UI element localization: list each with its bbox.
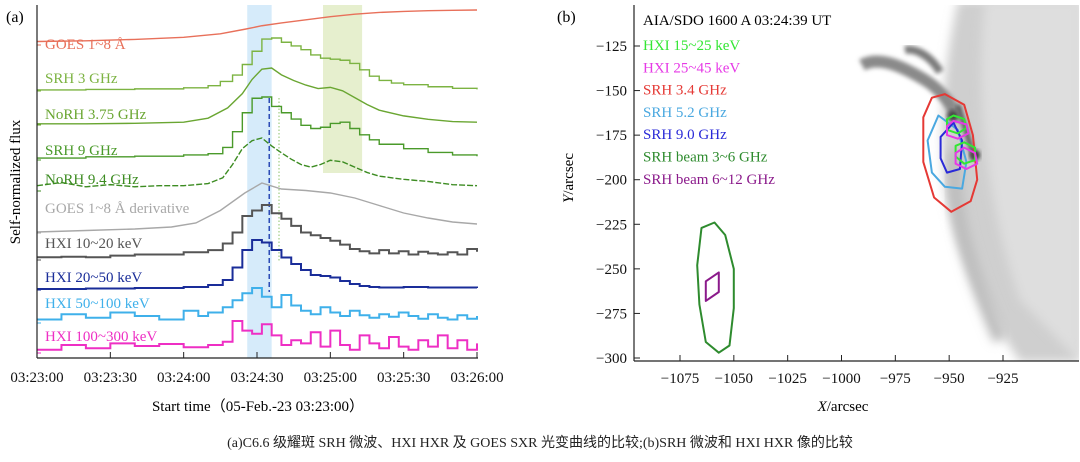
legend-entry-hxi-15-25-kev: HXI 15~25 keV [643, 38, 740, 54]
series-line-goes-1-8 [36, 9, 478, 43]
y-tick-label: −175 [596, 128, 627, 144]
y-tick-label: −250 [596, 262, 627, 278]
series-line-hxi-10-20-kev [37, 204, 478, 259]
x-tick-label: 03:24:30 [230, 370, 283, 386]
x-tick-label: −950 [934, 371, 965, 387]
series-label-norh-9-4-ghz: NoRH 9.4 GHz [45, 172, 139, 188]
x-tick-label: −1075 [661, 371, 699, 387]
series-label-srh-3-ghz: SRH 3 GHz [45, 71, 118, 87]
x-tick-label: 03:23:30 [84, 370, 137, 386]
legend-entry-srh-beam-3-6-ghz: SRH beam 3~6 GHz [643, 150, 768, 166]
shaded-interval-impulsive-phase [247, 5, 272, 358]
series-line-norh-3-75-ghz [37, 67, 478, 125]
y-tick-label: −125 [596, 39, 627, 55]
y-tick-label: −150 [596, 84, 627, 100]
series-label-hxi-20-50-kev: HXI 20~50 keV [45, 270, 142, 286]
series-label-hxi-100-300-kev: HXI 100~300 keV [45, 329, 157, 345]
panel-b-x-axis-label: X/arcsec [817, 399, 869, 415]
y-tick-label: −300 [596, 351, 627, 367]
series-label-goes-1-8-derivative: GOES 1~8 Å derivative [45, 201, 190, 217]
contour-hxi-15-25-kev-a [946, 114, 968, 135]
series-line-hxi-50-100-kev [37, 287, 478, 321]
aia-background-image [859, 5, 1079, 361]
panel-a-label: (a) [6, 9, 24, 26]
legend-entry-srh-5-2-ghz: SRH 5.2 GHz [643, 105, 727, 121]
x-tick-label: 03:25:30 [377, 370, 430, 386]
contour-srh-3-4-ghz [922, 93, 979, 213]
x-tick-label: 03:26:00 [450, 370, 503, 386]
contour-srh-beam-3-6-ghz [696, 221, 735, 354]
series-line-norh-9-4-ghz [36, 137, 478, 188]
series-line-hxi-100-300-kev [37, 320, 478, 351]
y-tick-label: −275 [596, 306, 627, 322]
series-label-goes-1-8: GOES 1~8 Å [45, 37, 126, 53]
panel-b-label: (b) [557, 9, 576, 26]
x-tick-label: −925 [988, 371, 1019, 387]
series-label-hxi-10-20-kev: HXI 10~20 keV [45, 236, 142, 252]
x-tick-label: 03:24:00 [157, 370, 210, 386]
panel-a-x-axis-label: Start time（05-Feb.-23 03:23:00） [152, 398, 364, 415]
series-line-hxi-20-50-kev [37, 239, 478, 290]
x-tick-label: −1025 [768, 371, 806, 387]
series-line-goes-1-8-derivative [36, 182, 478, 233]
panel-b-y-axis-label: Y/arcsec [561, 153, 577, 203]
series-label-srh-9-ghz: SRH 9 GHz [45, 143, 118, 159]
contour-hxi-15-25-kev-b [954, 141, 976, 165]
panel-b-image: (b) −1075 −1050 −1025 −1000 −975 −950 −925 −125… [557, 5, 1079, 415]
x-tick-label: −1050 [715, 371, 753, 387]
panel-a-y-axis-label: Self-normalized flux [8, 119, 24, 244]
panel-a-lightcurves: (a) 03:23:00 03:23:30 03:24:00 03:24:30 03:2… [6, 5, 504, 415]
series-label-norh-3-75-ghz: NoRH 3.75 GHz [45, 107, 147, 123]
legend-entry-srh-beam-6-12-ghz: SRH beam 6~12 GHz [643, 172, 775, 188]
y-tick-label: −225 [596, 217, 627, 233]
x-tick-label: −1000 [822, 371, 860, 387]
figure: (a) 03:23:00 03:23:30 03:24:00 03:24:30 03:2… [6, 5, 1079, 415]
shaded-interval-second-peak [323, 5, 363, 173]
series-label-hxi-50-100-kev: HXI 50~100 keV [45, 296, 150, 312]
contour-srh-beam-6-12-ghz [704, 271, 720, 302]
panel-b-title: AIA/SDO 1600 A 03:24:39 UT [643, 13, 831, 29]
contour-hxi-25-45-kev-b [954, 146, 979, 170]
series-line-srh-9-ghz [37, 96, 478, 159]
legend-entry-srh-9-0-ghz: SRH 9.0 GHz [643, 127, 727, 143]
legend-entry-srh-3-4-ghz: SRH 3.4 GHz [643, 83, 727, 99]
x-tick-label: −975 [880, 371, 911, 387]
contour-srh-9-0-ghz [939, 121, 964, 174]
y-tick-label: −200 [596, 173, 627, 189]
figure-caption: (a)C6.6 级耀斑 SRH 微波、HXI HXR 及 GOES SXR 光变… [227, 436, 853, 451]
x-tick-label: 03:25:00 [304, 370, 357, 386]
x-tick-label: 03:23:00 [10, 370, 63, 386]
series-line-srh-3-ghz [37, 37, 478, 91]
legend-entry-hxi-25-45-kev: HXI 25~45 keV [643, 60, 740, 76]
contour-hxi-25-45-kev-a [946, 119, 970, 140]
